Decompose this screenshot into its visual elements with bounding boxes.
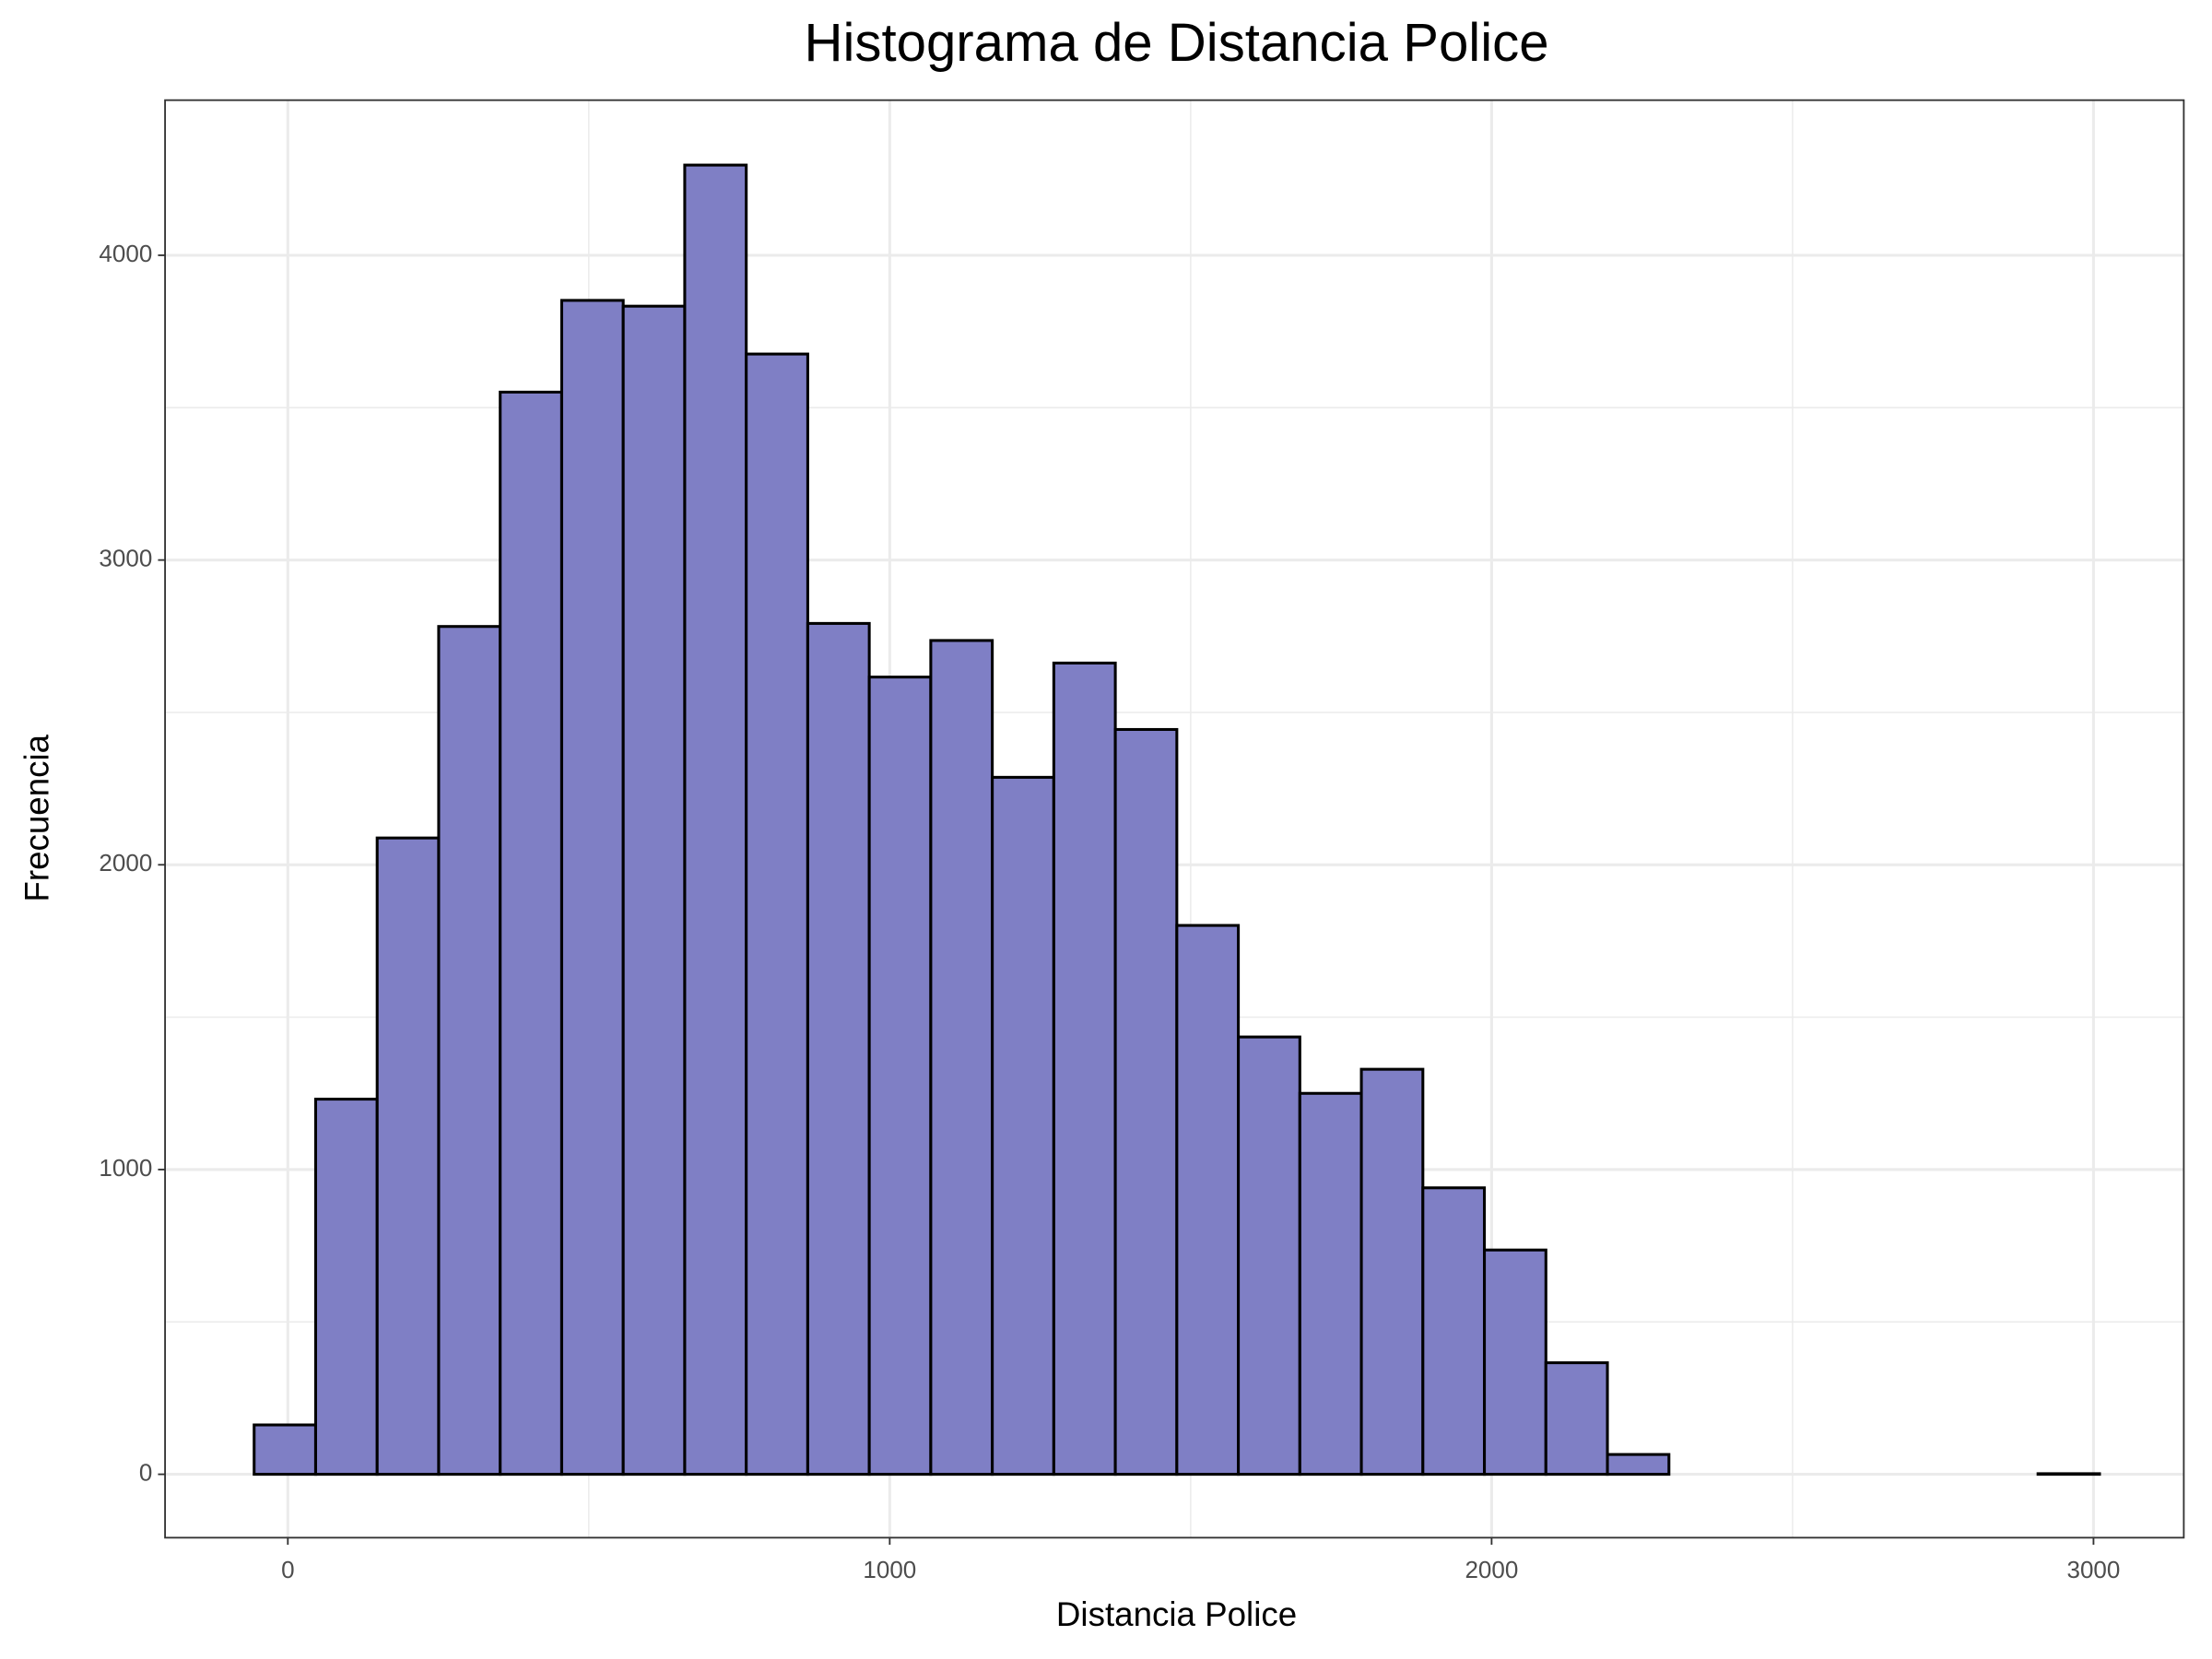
panel-border	[164, 99, 2185, 1539]
x-tick-label: 0	[281, 1556, 294, 1583]
bar	[437, 625, 502, 1477]
bar	[313, 1098, 379, 1477]
bar	[991, 775, 1055, 1477]
bar	[1113, 727, 1179, 1477]
bar	[929, 639, 994, 1477]
x-tick-label: 3000	[2066, 1556, 2120, 1583]
bar	[1237, 1035, 1301, 1477]
x-axis-title: Distancia Police	[1056, 1595, 1297, 1633]
y-tick-label: 3000	[99, 545, 152, 572]
y-tick-label: 4000	[99, 240, 152, 267]
bar	[1359, 1067, 1425, 1477]
bar	[253, 1423, 318, 1477]
bar	[2036, 1472, 2101, 1477]
bar	[1606, 1453, 1671, 1477]
bar	[745, 352, 809, 1477]
x-tick-label: 1000	[863, 1556, 916, 1583]
bar	[559, 299, 625, 1477]
bar	[1175, 924, 1241, 1477]
bar	[683, 163, 748, 1477]
bar	[1483, 1248, 1547, 1477]
chart-title: Histograma de Distancia Police	[804, 13, 1548, 73]
bar	[867, 676, 933, 1477]
bar	[1298, 1091, 1363, 1477]
y-axis-title: Frecuencia	[18, 734, 56, 901]
bar	[621, 304, 687, 1477]
y-tick-label: 1000	[99, 1154, 152, 1182]
y-tick-label: 0	[139, 1458, 152, 1486]
bar	[499, 390, 563, 1477]
x-tick-label: 2000	[1465, 1556, 1518, 1583]
bar	[1052, 661, 1117, 1477]
bar	[375, 836, 441, 1477]
ticks: 0 1000 2000 3000 0 1000 2000 3000 4000	[99, 240, 2120, 1583]
y-tick-label: 2000	[99, 849, 152, 877]
bars	[253, 163, 2101, 1477]
bar	[1421, 1186, 1487, 1477]
bar	[806, 621, 871, 1477]
bar	[1544, 1361, 1609, 1477]
